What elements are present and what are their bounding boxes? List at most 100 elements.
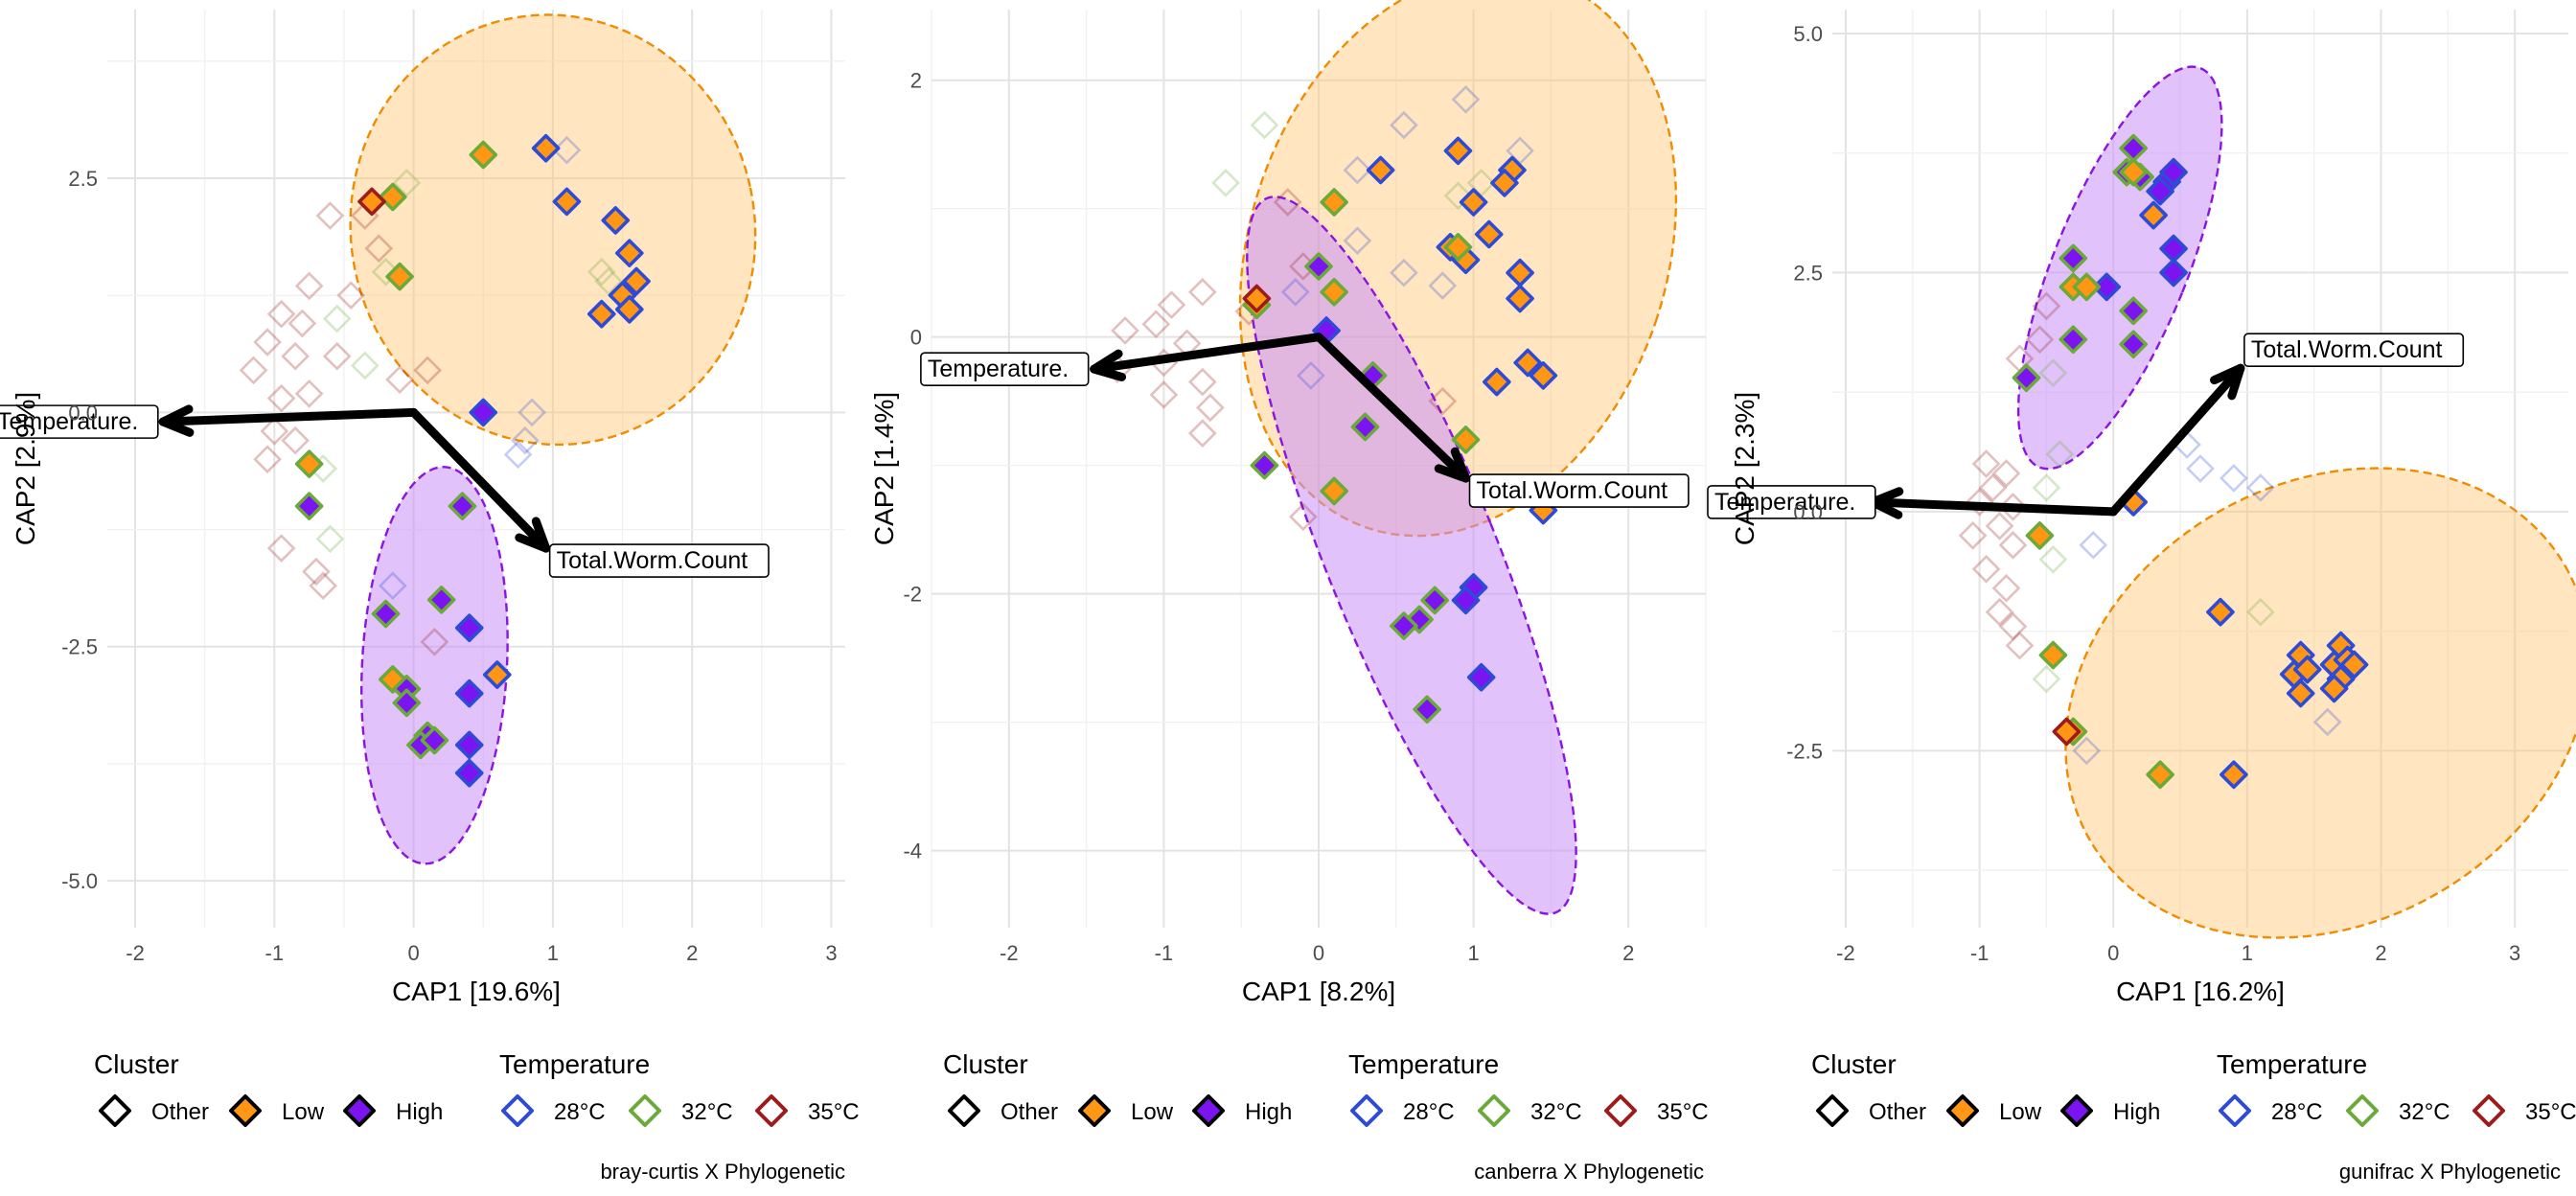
arrow-label-box xyxy=(548,543,770,578)
legend-label: 32°C xyxy=(1530,1099,1582,1125)
point-other xyxy=(1211,169,1240,197)
point-high xyxy=(1451,586,1481,615)
point-other xyxy=(1196,393,1225,423)
point-other xyxy=(2246,597,2275,627)
point-high xyxy=(2159,258,2188,288)
point-other xyxy=(253,445,282,474)
panel-caption: bray-curtis X Phylogenetic xyxy=(600,1160,845,1184)
legend-key-low xyxy=(1078,1094,1111,1127)
cluster-ellipse-low xyxy=(349,13,757,447)
x-axis-title: CAP1 [16.2%] xyxy=(2116,977,2285,1006)
legend-label: Other xyxy=(1000,1099,1058,1125)
point-other xyxy=(1451,84,1481,114)
legend-key-low xyxy=(1946,1094,1979,1127)
legend-key-high xyxy=(2060,1094,2093,1127)
point-other xyxy=(2032,291,2061,321)
y-axis-title: CAP2 [1.4%] xyxy=(869,392,899,545)
point-other xyxy=(518,398,546,427)
y-tick-label: 2.5 xyxy=(1793,261,1823,285)
x-tick-label: -2 xyxy=(1000,941,1019,965)
point-other xyxy=(586,257,616,287)
legend-label: 28°C xyxy=(554,1099,606,1125)
legend-label: High xyxy=(396,1099,443,1125)
scatter-points xyxy=(1103,84,1558,724)
arrow-head xyxy=(1434,447,1471,483)
point-other xyxy=(281,341,310,371)
point-low xyxy=(2139,200,2168,230)
point-high xyxy=(371,599,401,629)
point-other xyxy=(302,557,331,586)
x-tick-label: 0 xyxy=(1313,941,1324,965)
point-other xyxy=(315,201,345,230)
point-other xyxy=(1390,258,1418,288)
point-low xyxy=(2052,717,2082,747)
point-other xyxy=(1971,449,2001,478)
point-low xyxy=(1443,233,1473,262)
x-tick-label: -1 xyxy=(1155,941,1174,965)
legend-label: 35°C xyxy=(808,1099,860,1125)
legend-label: 28°C xyxy=(1403,1099,1455,1125)
x-tick-label: 1 xyxy=(2242,941,2253,965)
point-low xyxy=(615,239,644,267)
scatter-points xyxy=(1958,133,2369,790)
point-low xyxy=(2072,272,2102,302)
x-axis-title: CAP1 [8.2%] xyxy=(1242,977,1395,1006)
point-other xyxy=(260,417,289,446)
point-other xyxy=(2079,530,2108,560)
y-tick-label: -4 xyxy=(903,840,922,863)
cluster-ellipse-low xyxy=(2064,467,2576,939)
point-high xyxy=(2119,330,2148,359)
legend-title-cluster: Cluster xyxy=(94,1049,179,1079)
legend-label: 32°C xyxy=(681,1099,733,1125)
point-high xyxy=(1390,611,1418,640)
point-other xyxy=(1998,611,2028,641)
y-axis-title: CAP2 [2.9%] xyxy=(11,392,40,545)
point-high xyxy=(469,398,498,427)
legend: Cluster Temperature Other Low High 28°C 32°C 35… xyxy=(94,1049,860,1127)
point-low xyxy=(1242,284,1272,313)
legend-title-temperature: Temperature xyxy=(1348,1049,1499,1079)
point-other xyxy=(2312,707,2342,737)
panel-canberra: Temperature.Total.Worm.Count -2 -1 0 1 2-4-2… xyxy=(869,0,1709,1184)
point-other xyxy=(2038,358,2068,388)
point-high xyxy=(1250,450,1279,480)
point-low xyxy=(385,262,414,291)
point-other xyxy=(1971,554,2001,584)
point-other xyxy=(364,234,394,264)
point-low xyxy=(1506,284,1534,313)
point-high xyxy=(392,688,422,718)
x-tick-label: 3 xyxy=(825,941,837,965)
point-other xyxy=(594,266,623,296)
arrow-label: Temperature. xyxy=(1714,489,1855,516)
arrow-label: Total.Worm.Count xyxy=(1477,477,1668,504)
point-other xyxy=(2032,473,2061,502)
arrow-label: Temperature. xyxy=(0,408,138,435)
point-other xyxy=(1428,271,1458,300)
arrow-shaft xyxy=(1090,333,1323,374)
point-other xyxy=(309,571,338,601)
point-other xyxy=(1991,573,2021,603)
point-low xyxy=(1320,476,1348,506)
point-other xyxy=(392,169,422,197)
legend-key-temp xyxy=(755,1094,788,1127)
legend-label: 28°C xyxy=(2271,1099,2323,1125)
point-other xyxy=(322,341,352,371)
legend: Cluster Temperature Other Low High 28°C 32°C 35… xyxy=(943,1049,1709,1127)
legend-label: Low xyxy=(1999,1099,2042,1125)
panel-gunifrac: Temperature. Total.Worm.Count -2 -1 0 1 2 3 -2.… xyxy=(1707,10,2576,1184)
legend-label: Low xyxy=(1131,1099,1174,1125)
point-other xyxy=(266,534,296,563)
scatter-points xyxy=(239,133,651,788)
y-tick-label: -2.5 xyxy=(1786,739,1823,763)
point-high xyxy=(2058,325,2088,355)
point-high xyxy=(426,586,456,614)
arrow-head xyxy=(515,517,551,553)
point-other xyxy=(1187,367,1217,397)
point-other xyxy=(288,309,317,338)
point-other xyxy=(2032,664,2061,694)
point-other xyxy=(2025,325,2055,355)
legend-key-high xyxy=(1192,1094,1225,1127)
point-other xyxy=(1280,277,1310,307)
point-low xyxy=(1459,188,1488,217)
point-other xyxy=(253,328,282,356)
